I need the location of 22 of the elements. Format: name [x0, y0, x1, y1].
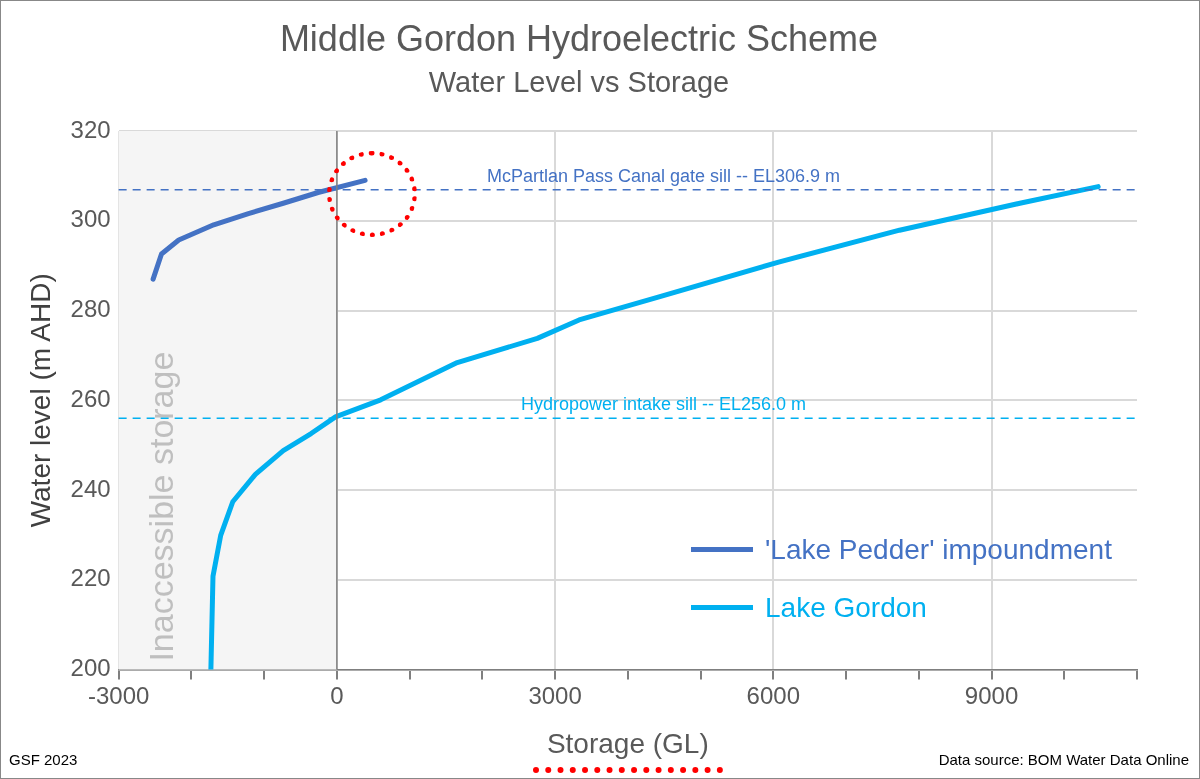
x-tick-label: 9000	[964, 681, 1019, 709]
y-tick-label: 260	[70, 384, 111, 412]
ref-line-label: Hydropower intake sill -- EL256.0 m	[520, 394, 807, 415]
text: GSF 2023	[9, 751, 78, 768]
legend-label: Lake Gordon	[765, 591, 927, 624]
legend-label: 'Lake Pedder' impoundment	[765, 533, 1112, 566]
y-tick-label: 200	[70, 654, 111, 682]
ref-line-label: McPartlan Pass Canal gate sill -- EL306.9 m	[486, 165, 841, 186]
y-tick-label: 300	[70, 205, 111, 233]
y-tick-label: 240	[70, 474, 111, 502]
x-tick-label: -3000	[87, 681, 150, 709]
y-tick-label: 280	[70, 295, 111, 323]
chart-subtitle: Water Level vs Storage	[428, 65, 730, 98]
chart-title: Middle Gordon Hydroelectric Scheme	[279, 17, 879, 59]
x-tick-label: 3000	[528, 681, 582, 709]
y-tick-label: 320	[70, 115, 111, 143]
x-tick-label: 6000	[746, 681, 800, 709]
y-axis-title: Water level (m AHD)	[24, 273, 56, 528]
y-tick-label: 220	[70, 564, 111, 592]
x-axis-title: Storage (GL)	[546, 727, 709, 759]
source-note: Data source: BOM Water Data Online	[938, 751, 1189, 768]
x-tick-label: 0	[330, 681, 344, 709]
